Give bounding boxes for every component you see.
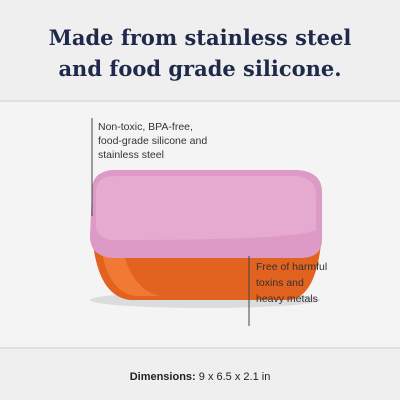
container bbox=[90, 170, 322, 308]
dimensions-value: 9 x 6.5 x 2.1 in bbox=[199, 371, 271, 383]
dimensions: Dimensions: 9 x 6.5 x 2.1 in bbox=[130, 371, 271, 383]
title-line: Made from stainless steel bbox=[49, 25, 352, 50]
dimensions-label: Dimensions: bbox=[130, 371, 196, 383]
lid-top bbox=[96, 176, 316, 240]
callout-text: food-grade silicone and bbox=[98, 135, 207, 147]
title-line: and food grade silicone. bbox=[58, 56, 341, 81]
callout-text: stainless steel bbox=[98, 149, 164, 161]
callout-text: toxins and bbox=[256, 277, 304, 289]
callout-text: Free of harmful bbox=[256, 261, 327, 273]
callout-text: Non-toxic, BPA-free, bbox=[98, 121, 193, 133]
callout-text: heavy metals bbox=[256, 293, 318, 305]
